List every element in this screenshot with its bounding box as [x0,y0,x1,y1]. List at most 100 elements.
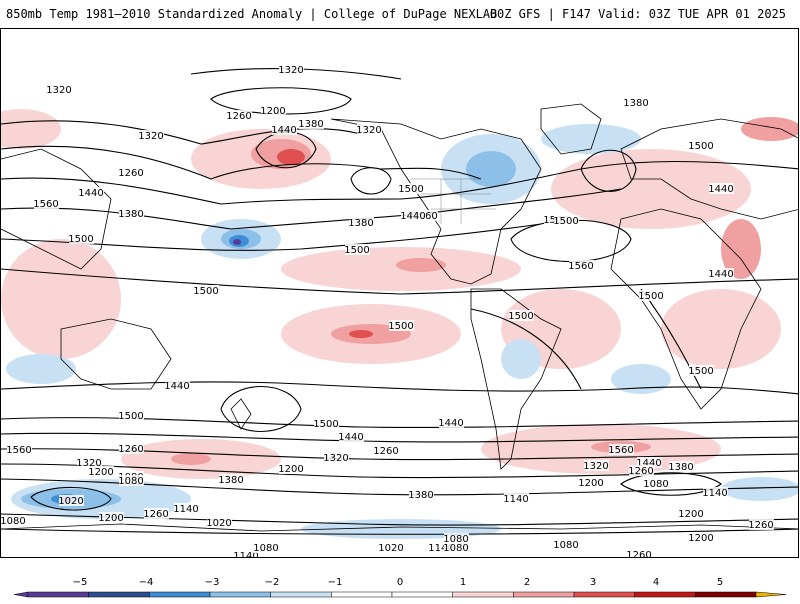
contour-labels: 1320132012001260144013801320138015001440… [1,64,774,557]
contour-label: 1380 [668,462,693,473]
contour-label: 1500 [118,411,143,422]
anomaly-map: 1320 1320 1200 1260 1440 1380 1320 1380 1500 1440… [0,28,799,558]
contour-label-bg [349,217,374,228]
contour-label-bg [324,452,349,463]
contour-label: 1260 [118,444,143,455]
contour-label-bg [504,493,529,504]
model-run-label: 00Z GFS | F147 Valid: 03Z TUE APR 01 202… [489,7,786,21]
contour-label: 1500 [68,234,93,245]
contour-label: 1380 [298,119,323,130]
contour-label: 1380 [408,490,433,501]
contour-line [1,145,482,180]
contour-label-bg [59,495,84,506]
contour-label: 1500 [313,419,338,430]
contour-label-bg [357,124,382,135]
contour-label: 1320 [76,458,101,469]
colorbar-tick-label: −4 [139,577,154,588]
contour-label-bg [679,508,704,519]
contour-label: 1320 [46,85,71,96]
contour-line [1,223,542,251]
colorbar-segment [513,591,575,598]
contour-label-bg [374,445,399,456]
colorbar-tick-label: −5 [73,577,88,588]
contour-label: 1440 [708,184,733,195]
contour-label-bg [584,460,609,471]
cold-anomaly-band [541,124,641,154]
cold-anomaly-band [501,339,541,379]
colorbar-tick-label: −3 [205,577,220,588]
contour-label: 1500 [553,216,578,227]
contour-label-bg [639,290,664,301]
contour-label-bg [709,268,734,279]
contour-label-bg [89,466,114,477]
contour-label-bg [399,183,424,194]
contour-label: 1140 [428,543,453,554]
contour-label-bg [174,503,199,514]
contour-label: 1560 [33,199,58,210]
contour-label-bg [439,417,464,428]
asia-coast-west [1,148,112,270]
colorbar: −5 −4 −3 −2 −1 0 1 2 3 4 5 [0,566,800,600]
contour-label-bg [119,208,144,219]
warm-anomaly-band [396,258,446,272]
contour-label-bg [261,105,286,116]
colorbar-tick-label: −1 [328,577,343,588]
contour-line [470,308,582,390]
colorbar-tick-labels: −5 −4 −3 −2 −1 0 1 2 3 4 5 [73,577,724,588]
contour-label-bg [624,97,649,108]
contour-label: 1560 [608,445,633,456]
contour-label-bg [119,443,144,454]
colorbar-segment [331,591,393,598]
contour-label-bg [609,444,634,455]
contour-label: 1080 [643,479,668,490]
contour-label: 1500 [508,311,533,322]
contour-label-bg [279,64,304,75]
map-title: 850mb Temp 1981–2010 Standardized Anomal… [6,7,498,21]
contour-label: 1080 [443,543,468,554]
contour-label: 1560 [6,445,31,456]
contour-label-bg [34,198,59,209]
contour-label-bg [401,210,426,221]
colorbar-tick-label: −2 [265,577,280,588]
contour-label-bg [637,457,662,468]
contour-label-bg [389,320,414,331]
contour-label-bg [644,478,669,489]
colorbar-segment [391,591,453,598]
contour-label: 1260 [226,111,251,122]
warm-anomaly-band [551,149,751,229]
colorbar-tick-label: 4 [653,577,659,588]
contour-label: 1440 [164,381,189,392]
contour-label: 1140 [173,504,198,515]
contour-label-bg [689,365,714,376]
cold-anomaly-band [721,477,798,501]
contour-label-bg [139,130,164,141]
contour-line [350,167,392,195]
contour-label-bg [77,457,102,468]
contour-label: 1320 [278,65,303,76]
contour-label-bg [219,474,244,485]
contour-line [1,188,622,230]
contour-label: 1440 [271,125,296,136]
contour-label: 1020 [58,496,83,507]
colorbar-segment [209,591,271,598]
warm-anomaly-core [277,149,305,165]
contour-label: 1260 [748,520,773,531]
contour-label: 1200 [678,509,703,520]
contour-line [640,288,702,390]
contour-line [1,268,798,295]
contour-label-bg [299,118,324,129]
contour-label-bg [47,84,72,95]
contour-line [580,149,637,192]
contour-label-bg [379,542,404,553]
contour-label-bg [627,549,652,557]
warm-anomaly-band [171,453,211,465]
contour-label-bg [227,110,252,121]
contour-label: 1200 [98,513,123,524]
contour-line [1,381,798,395]
contour-label-bg [119,167,144,178]
contour-label-bg [119,410,144,421]
contour-label-bg [119,475,144,486]
colorbar-tick-label: 0 [397,577,403,588]
contour-label-bg [579,477,604,488]
contour-label-bg [689,140,714,151]
